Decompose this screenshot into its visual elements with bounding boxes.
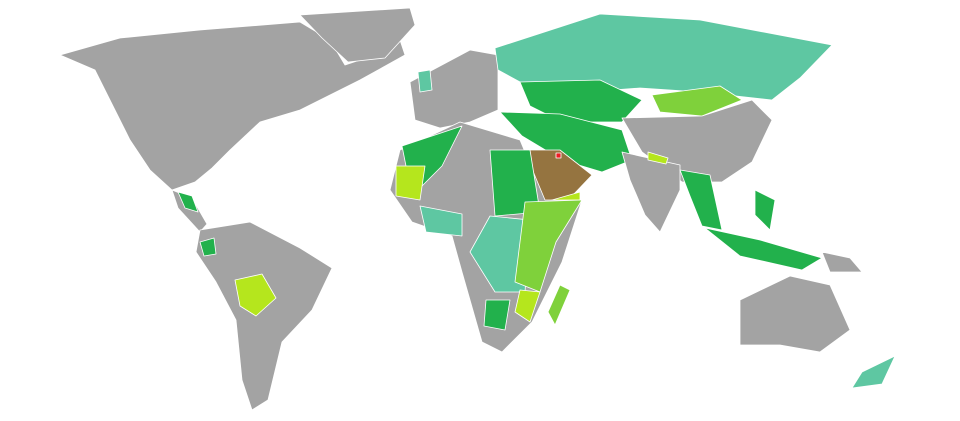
region-west-africa [419,205,463,237]
region-southeast-asia [679,169,723,231]
region-indonesia [704,227,823,271]
region-india [621,151,681,233]
region-papua [821,251,863,273]
region-ecuador [199,237,217,257]
region-bolivia [234,273,277,317]
region-central-asia [519,79,643,123]
region-zambia [483,299,511,331]
region-new-zealand [851,355,896,389]
region-kuwait [555,152,562,159]
region-europe [409,49,499,129]
region-philippines [754,189,776,231]
region-greenland [299,7,416,63]
region-central-america-colored [177,191,199,213]
region-middle-east [499,111,633,173]
regions [59,7,896,411]
region-south-america [195,221,333,411]
region-mauritania [395,165,426,201]
region-nepal [647,151,669,165]
region-madagascar [547,284,571,326]
region-australia [739,275,851,353]
region-mongolia [651,85,743,117]
region-southeast-africa [514,289,541,323]
region-uk [417,69,433,93]
region-east-africa [514,199,583,293]
